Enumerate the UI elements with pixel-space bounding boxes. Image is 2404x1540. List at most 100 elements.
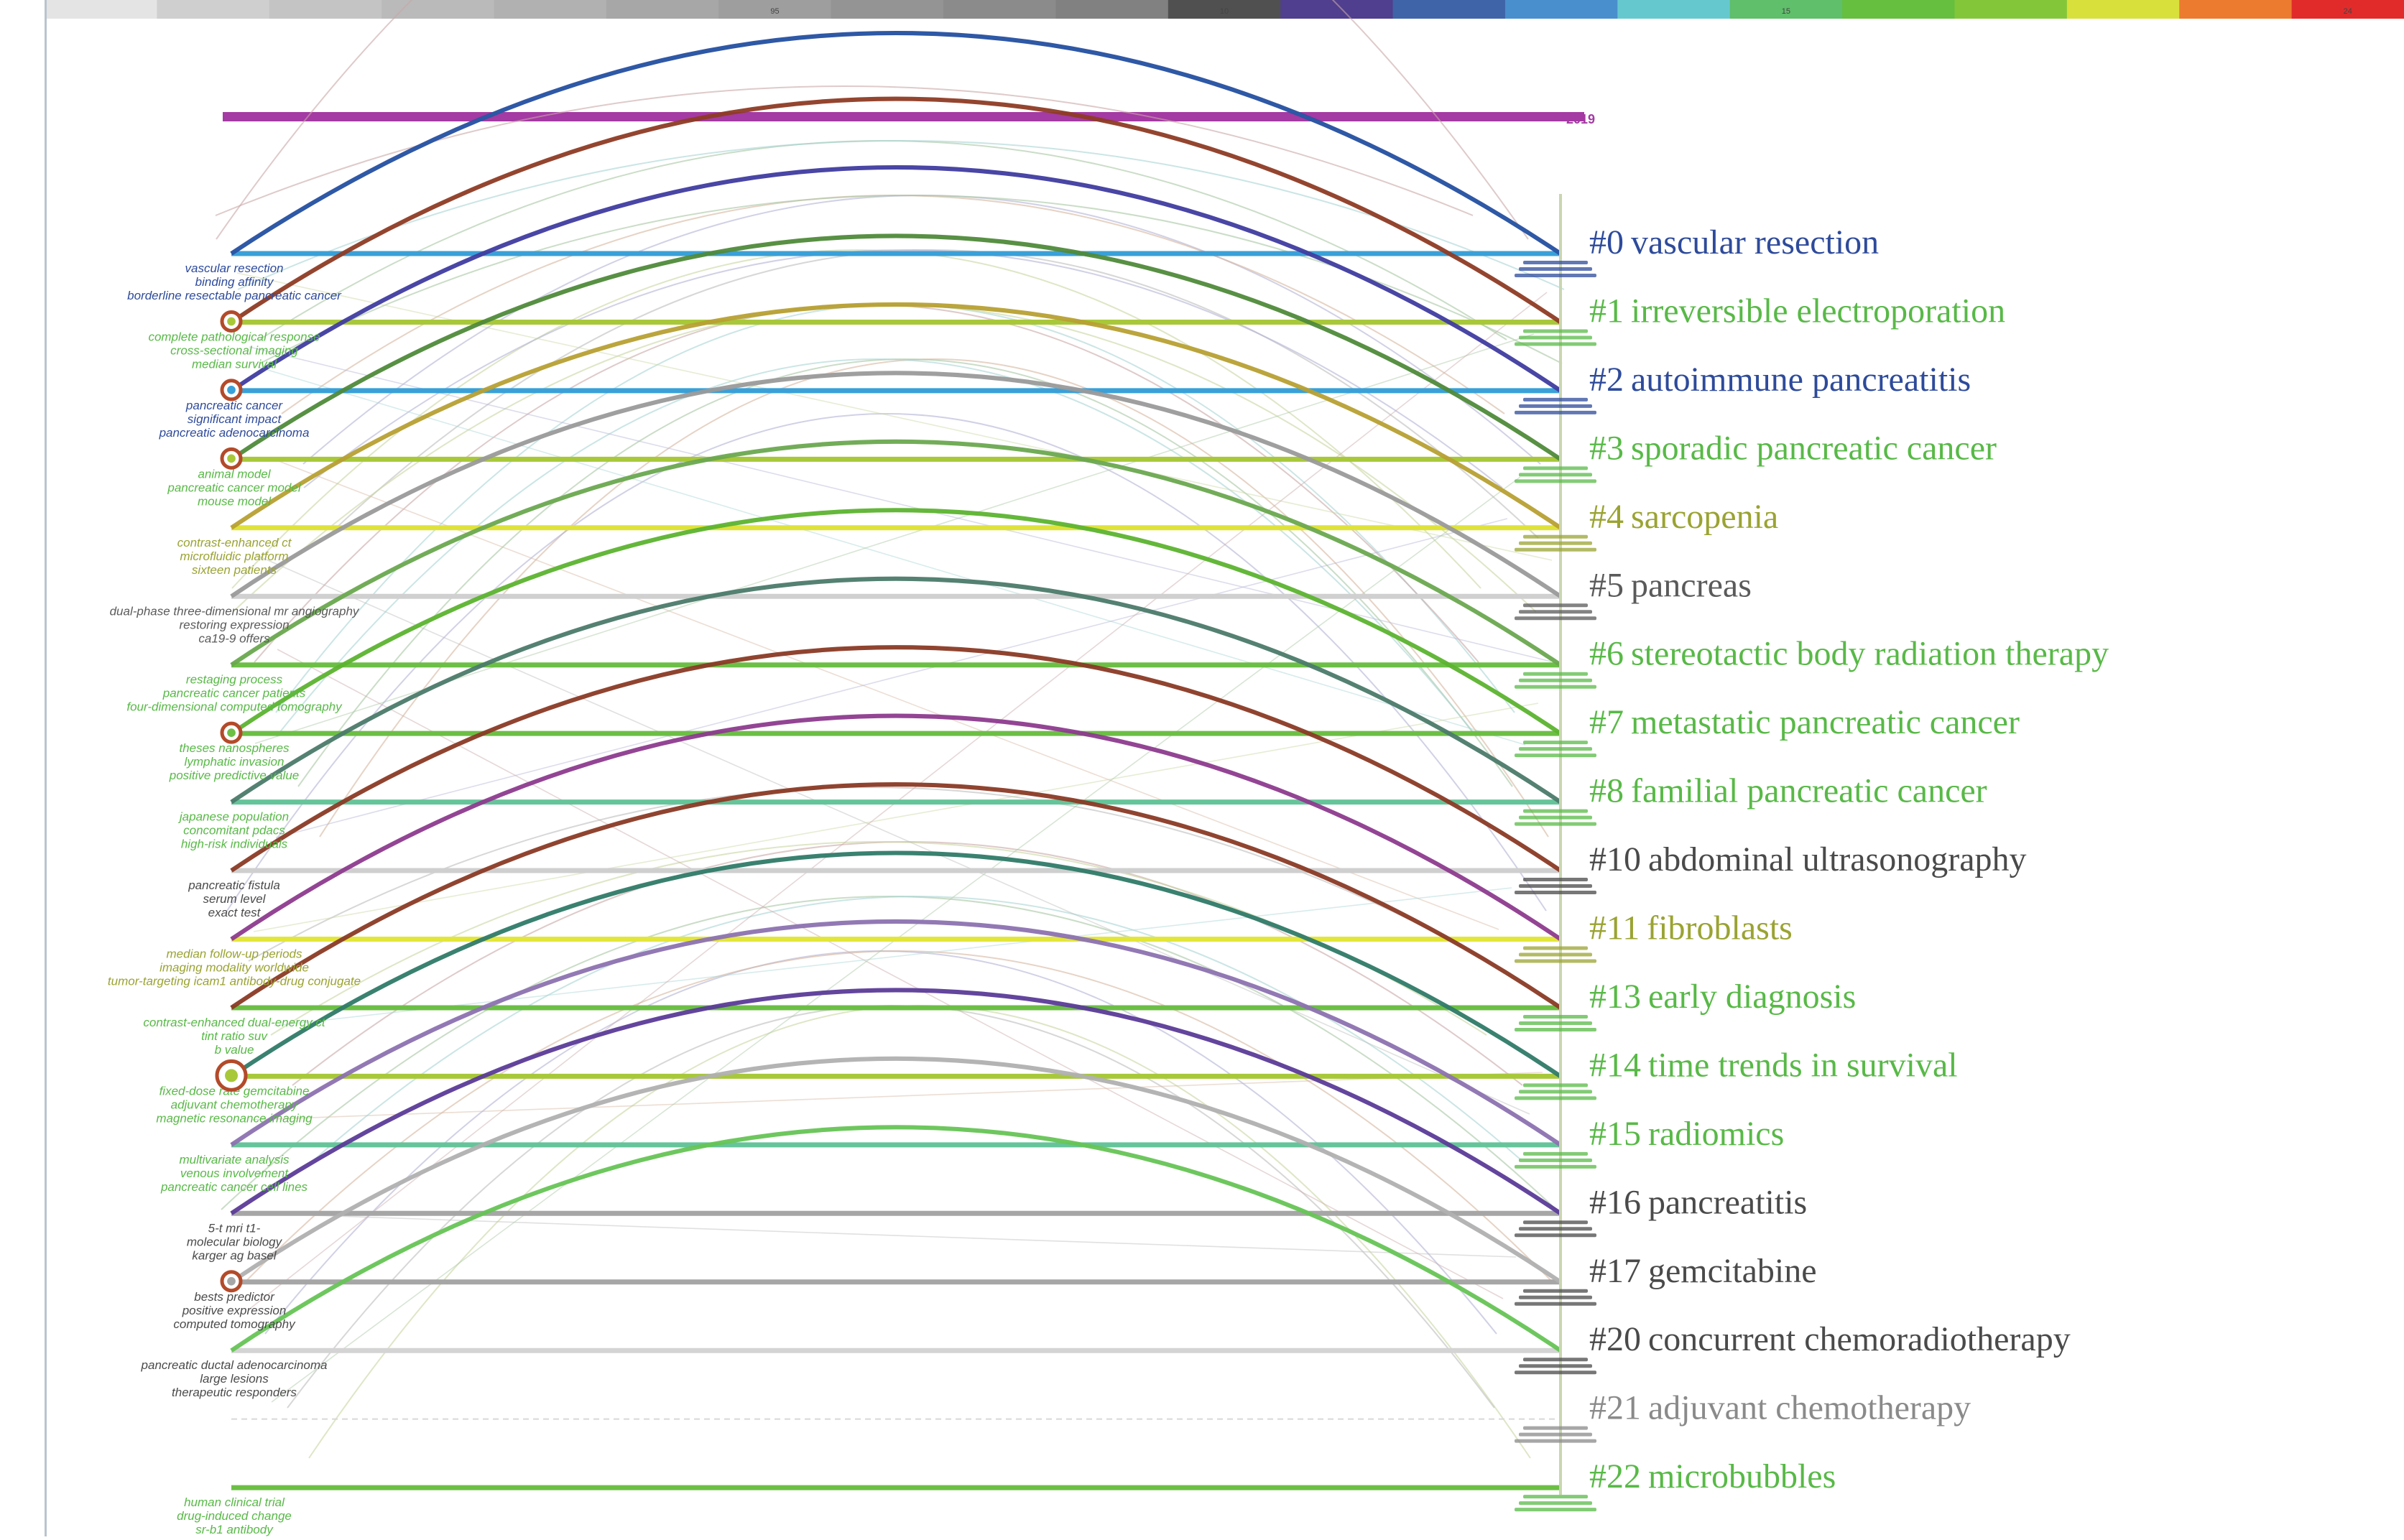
cluster-keyword: dual-phase three-dimensional mr angiogra… <box>110 604 360 618</box>
node-label-smudge <box>1523 1289 1588 1293</box>
timeline-segment <box>1392 0 1506 19</box>
cluster-label: #13 early diagnosis <box>1589 978 1856 1016</box>
node-label-smudge <box>1519 541 1592 545</box>
node-label-smudge <box>1523 397 1588 402</box>
node-label-smudge <box>1523 1151 1588 1156</box>
thin-citation-arc <box>226 413 1547 912</box>
thin-citation-link <box>257 366 1526 746</box>
cluster-id: #10 <box>1589 840 1641 878</box>
timeline-segment <box>2291 0 2404 19</box>
citation-burst-core <box>225 1069 238 1082</box>
cluster-keyword: contrast-enhanced ct <box>177 536 292 549</box>
cluster-keyword: pancreatic cancer <box>185 399 284 412</box>
cluster-keyword: magnetic resonance imaging <box>156 1111 313 1125</box>
node-label-smudge <box>1519 1021 1592 1025</box>
cluster-arc <box>230 302 1562 530</box>
cluster-keyword: therapeutic responders <box>172 1386 297 1399</box>
node-label-smudge <box>1515 891 1596 895</box>
node-label-smudge <box>1523 534 1588 539</box>
cluster-name: vascular resection <box>1631 223 1879 261</box>
cluster-name: stereotactic body radiation therapy <box>1631 635 2109 673</box>
cluster-name: time trends in survival <box>1648 1046 1958 1084</box>
thin-citation-link <box>251 1072 1543 1121</box>
cluster-label: #22 microbubbles <box>1589 1457 1836 1495</box>
cluster-keyword: sixteen patients <box>192 563 277 577</box>
node-label-smudge <box>1515 616 1596 621</box>
node-label-smudge <box>1523 1220 1588 1225</box>
node-label-smudge <box>1519 267 1592 271</box>
cluster-keyword: microfluidic platform <box>180 549 288 563</box>
thin-citation-arc <box>325 249 1539 539</box>
cluster-keyword: pancreatic ductal adenocarcinoma <box>141 1358 328 1372</box>
cluster-keyword: imaging modality worldwide <box>160 961 309 975</box>
cluster-label: #20 concurrent chemoradiotherapy <box>1589 1320 2071 1358</box>
cluster-id: #1 <box>1589 292 1624 330</box>
thin-citation-arc <box>231 249 1481 589</box>
node-label-smudge <box>1515 685 1596 689</box>
cluster-name: adjuvant chemotherapy <box>1648 1389 1971 1427</box>
cluster-keyword: adjuvant chemotherapy <box>171 1098 299 1111</box>
node-label-smudge <box>1519 1158 1592 1162</box>
timeline-segment <box>943 0 1056 19</box>
cluster-keyword: human clinical trial <box>184 1495 285 1509</box>
cluster-keyword: tumor-targeting icam1 antibody-drug conj… <box>108 975 361 988</box>
cluster-label: #17 gemcitabine <box>1589 1252 1817 1290</box>
cluster-keyword: complete pathological response <box>148 330 320 343</box>
thin-citation-arc <box>237 140 1565 290</box>
node-label-smudge <box>1519 747 1592 751</box>
node-label-smudge <box>1515 1302 1596 1306</box>
node-label-smudge <box>1519 1295 1592 1299</box>
cluster-keyword: positive predictive value <box>169 769 299 782</box>
cluster-arc <box>230 576 1562 804</box>
node-label-smudge <box>1515 959 1596 963</box>
node-label-smudge <box>1523 261 1588 264</box>
cluster-id: #2 <box>1589 361 1624 399</box>
thin-citation-arc <box>276 358 1477 737</box>
timeline-segment <box>718 0 832 19</box>
thin-citation-arc <box>259 140 1507 340</box>
cluster-keyword: exact test <box>208 906 262 919</box>
cluster-id: #21 <box>1589 1389 1641 1427</box>
cluster-keyword: bests predictor <box>194 1290 275 1304</box>
timeline-segment <box>1729 0 1843 19</box>
cluster-label: #0 vascular resection <box>1589 223 1879 261</box>
cluster-keyword: molecular biology <box>187 1235 283 1248</box>
timeline-segment <box>1168 0 1281 19</box>
node-label-smudge <box>1519 1501 1592 1506</box>
cluster-keyword: borderline resectable pancreatic cancer <box>127 289 342 302</box>
cluster-keyword: contrast-enhanced dual-energy ct <box>143 1016 326 1029</box>
thin-citation-link <box>277 649 1504 1299</box>
cluster-id: #22 <box>1589 1457 1641 1495</box>
cluster-keyword: theses nanospheres <box>179 741 290 755</box>
cluster-label: #11 fibroblasts <box>1589 909 1793 947</box>
node-label-smudge <box>1515 1027 1596 1031</box>
cluster-keyword: large lesions <box>200 1372 269 1386</box>
node-label-smudge <box>1523 946 1588 950</box>
cluster-keyword: multivariate analysis <box>179 1153 290 1166</box>
cluster-id: #4 <box>1589 498 1624 536</box>
node-label-smudge <box>1519 884 1592 889</box>
timeline-segment <box>1617 0 1731 19</box>
cluster-keyword: serum level <box>203 892 267 906</box>
top-arc <box>230 31 1562 256</box>
cluster-arc <box>230 165 1562 393</box>
cluster-keyword: drug-induced change <box>177 1509 292 1523</box>
cluster-keyword: ca19-9 offers <box>198 631 270 645</box>
cluster-arc <box>230 508 1562 736</box>
node-label-smudge <box>1523 809 1588 813</box>
cluster-arc <box>230 233 1562 461</box>
cluster-arcs <box>230 31 1562 1353</box>
node-label-smudge <box>1523 1495 1588 1499</box>
cluster-label: #10 abdominal ultrasonography <box>1589 840 2027 878</box>
cluster-id: #17 <box>1589 1252 1641 1290</box>
thin-citation-arc <box>314 896 1521 1160</box>
citation-burst-core <box>227 386 236 394</box>
cluster-keyword: pancreatic fistula <box>188 878 280 892</box>
cluster-name: metastatic pancreatic cancer <box>1631 703 2020 741</box>
cluster-id: #13 <box>1589 978 1641 1016</box>
timeline-segment <box>382 0 495 19</box>
cluster-id: #15 <box>1589 1115 1641 1153</box>
cluster-keyword: restaging process <box>186 673 283 687</box>
